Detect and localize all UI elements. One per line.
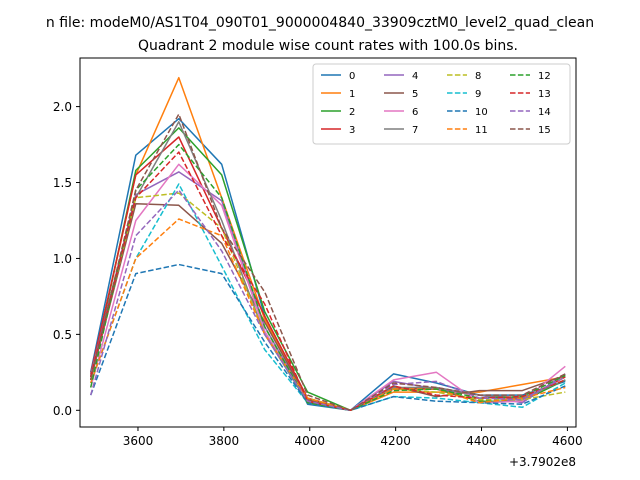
x-tick-label: 4400: [466, 434, 497, 448]
x-tick-label: 4000: [294, 434, 325, 448]
legend-label-0: 0: [349, 71, 355, 82]
legend-label-15: 15: [538, 125, 551, 136]
y-tick-label: 2.0: [53, 100, 72, 114]
legend-label-1: 1: [349, 89, 355, 100]
legend-label-9: 9: [475, 89, 481, 100]
series-line-15: [89, 113, 566, 412]
legend-label-11: 11: [475, 125, 488, 136]
series-line-14: [89, 189, 566, 412]
legend-label-14: 14: [538, 107, 551, 118]
legend-box: [312, 63, 571, 145]
ticks-layer: 3600 3800 4000 4200 4400 4600 0.0 0.5 1.0 1.5 2.0: [53, 100, 583, 448]
x-offset-label: +3.7902e8: [509, 455, 576, 469]
x-tick-label: 3800: [209, 434, 240, 448]
x-tick-label: 3600: [123, 434, 154, 448]
axes-frame: [79, 57, 577, 428]
legend-label-10: 10: [475, 107, 488, 118]
legend-label-6: 6: [412, 107, 418, 118]
legend-label-12: 12: [538, 71, 551, 82]
y-tick-label: 0.5: [53, 328, 72, 342]
legend-label-5: 5: [412, 89, 418, 100]
x-tick-label: 4600: [552, 434, 583, 448]
series-line-10: [89, 263, 566, 412]
figure-suptitle: n file: modeM0/AS1T04_090T01_9000004840_…: [46, 15, 594, 31]
legend-label-8: 8: [475, 71, 481, 82]
legend-label-4: 4: [412, 71, 418, 82]
chart-title: Quadrant 2 module wise count rates with …: [138, 38, 518, 54]
series-layer: [89, 76, 566, 412]
x-tick-label: 4200: [380, 434, 411, 448]
y-tick-label: 1.5: [53, 176, 72, 190]
y-tick-label: 0.0: [53, 404, 72, 418]
legend-label-3: 3: [349, 125, 355, 136]
legend-label-7: 7: [412, 125, 418, 136]
legend-label-2: 2: [349, 107, 355, 118]
y-tick-label: 1.0: [53, 252, 72, 266]
series-line-11: [89, 218, 566, 412]
legend-label-13: 13: [538, 89, 551, 100]
